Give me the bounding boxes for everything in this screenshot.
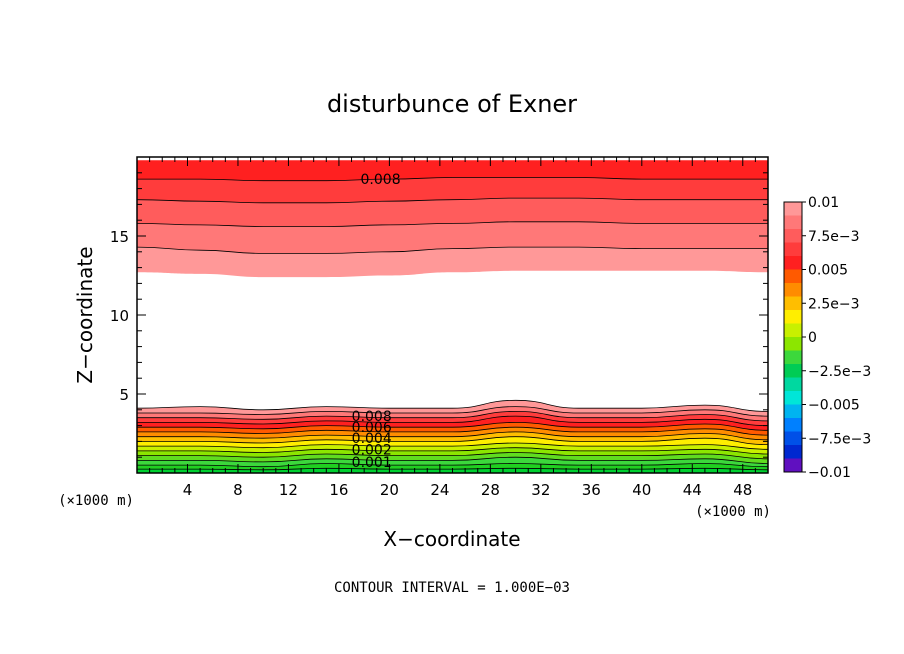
x-tick-label: 32 [531, 481, 550, 499]
contour-line-11 [137, 426, 769, 436]
x-tick-label: 40 [632, 481, 651, 499]
contour-line-7 [136, 406, 769, 417]
contour-line-2 [136, 197, 768, 204]
colorbar-label: 2.5e−3 [808, 296, 860, 312]
x-tick-label: 48 [733, 481, 752, 499]
x-tick-label: 12 [279, 481, 298, 499]
contour-label-0: 0.008 [361, 172, 401, 188]
colorbar-swatch [784, 296, 802, 311]
contour-line-13 [136, 436, 769, 445]
contour-line-3 [136, 221, 768, 227]
colorbar-label: −7.5e−3 [808, 431, 871, 447]
contour-interval-footer: CONTOUR INTERVAL = 1.000E−03 [334, 580, 570, 596]
contour-line-9 [136, 415, 769, 426]
colorbar-label: 0.005 [808, 263, 848, 279]
colorbar-swatch [784, 445, 802, 459]
colorbar-swatch [784, 269, 802, 284]
x-tick-label: 24 [430, 481, 449, 499]
colorbar-label: 7.5e−3 [808, 229, 860, 245]
colorbar-swatch [784, 431, 802, 446]
x-tick-label: 4 [183, 481, 193, 499]
colorbar-swatch [784, 323, 802, 338]
colorbar-swatch [784, 242, 802, 257]
colorbar-swatch [784, 283, 802, 297]
y-tick-label: 15 [110, 228, 129, 246]
colorbar-swatch [784, 458, 802, 473]
contour-label-2: 0.006 [352, 420, 392, 436]
colorbar-label: 0 [808, 330, 817, 346]
colorbar: 0.01 7.5e−3 0.005 2.5e−3 0 −2.5e−3 −0.005 −7.5e… [783, 195, 871, 481]
colorbar-swatch [784, 418, 802, 432]
contour-line-16 [136, 452, 769, 460]
colorbar-label: 0.01 [808, 195, 839, 211]
colorbar-swatch [784, 377, 802, 392]
y-axis-label: Z−coordinate [73, 246, 97, 383]
colorbar-swatch [784, 229, 802, 243]
contour-line-4 [136, 246, 768, 254]
chart-title: disturbunce of Exner [327, 90, 577, 118]
x-tick-label: 20 [380, 481, 399, 499]
contour-line-18 [137, 463, 769, 468]
x-tick-label: 16 [329, 481, 348, 499]
contour-line-6 [136, 399, 769, 412]
colorbar-label: −0.005 [808, 398, 860, 414]
contour-label-1: 0.008 [352, 409, 392, 425]
x-tick-label: 8 [233, 481, 243, 499]
contour-label-3: 0.004 [352, 431, 392, 447]
colorbar-swatch [784, 256, 802, 270]
y-tick-label: 10 [110, 307, 129, 325]
colorbar-label: −0.01 [808, 465, 851, 481]
colorbar-swatch [784, 391, 802, 405]
contour-line-10 [137, 421, 769, 431]
colorbar-swatch [784, 404, 802, 419]
y-unit-label: (×1000 m) [58, 493, 134, 509]
contour-line-8 [137, 410, 769, 422]
x-unit-label: (×1000 m) [695, 504, 771, 520]
contour-lines [136, 177, 769, 471]
x-tick-label: 28 [481, 481, 500, 499]
x-axis-ticks: 4 8 12 16 20 24 28 32 36 40 44 48 [149, 157, 756, 499]
y-tick-label: 5 [119, 386, 129, 404]
colorbar-label: −2.5e−3 [808, 364, 871, 380]
contour-line-15 [137, 447, 769, 455]
contour-line-12 [136, 431, 769, 441]
colorbar-swatch [784, 364, 802, 378]
contour-line-14 [137, 442, 769, 450]
contour-line-17 [137, 456, 769, 464]
contour-line-1 [137, 177, 768, 182]
colorbar-swatch [784, 337, 802, 351]
colorbar-swatch [784, 350, 802, 365]
contour-label-5: 0.001 [352, 455, 392, 471]
x-tick-label: 44 [683, 481, 702, 499]
colorbar-swatch [784, 202, 802, 216]
y-axis-ticks: 5 10 15 [110, 172, 768, 458]
colorbar-swatch [784, 310, 802, 324]
colorbar-swatch [784, 215, 802, 230]
x-axis-label: X−coordinate [383, 527, 520, 551]
contour-label-4: 0.002 [352, 442, 392, 458]
x-tick-label: 36 [582, 481, 601, 499]
